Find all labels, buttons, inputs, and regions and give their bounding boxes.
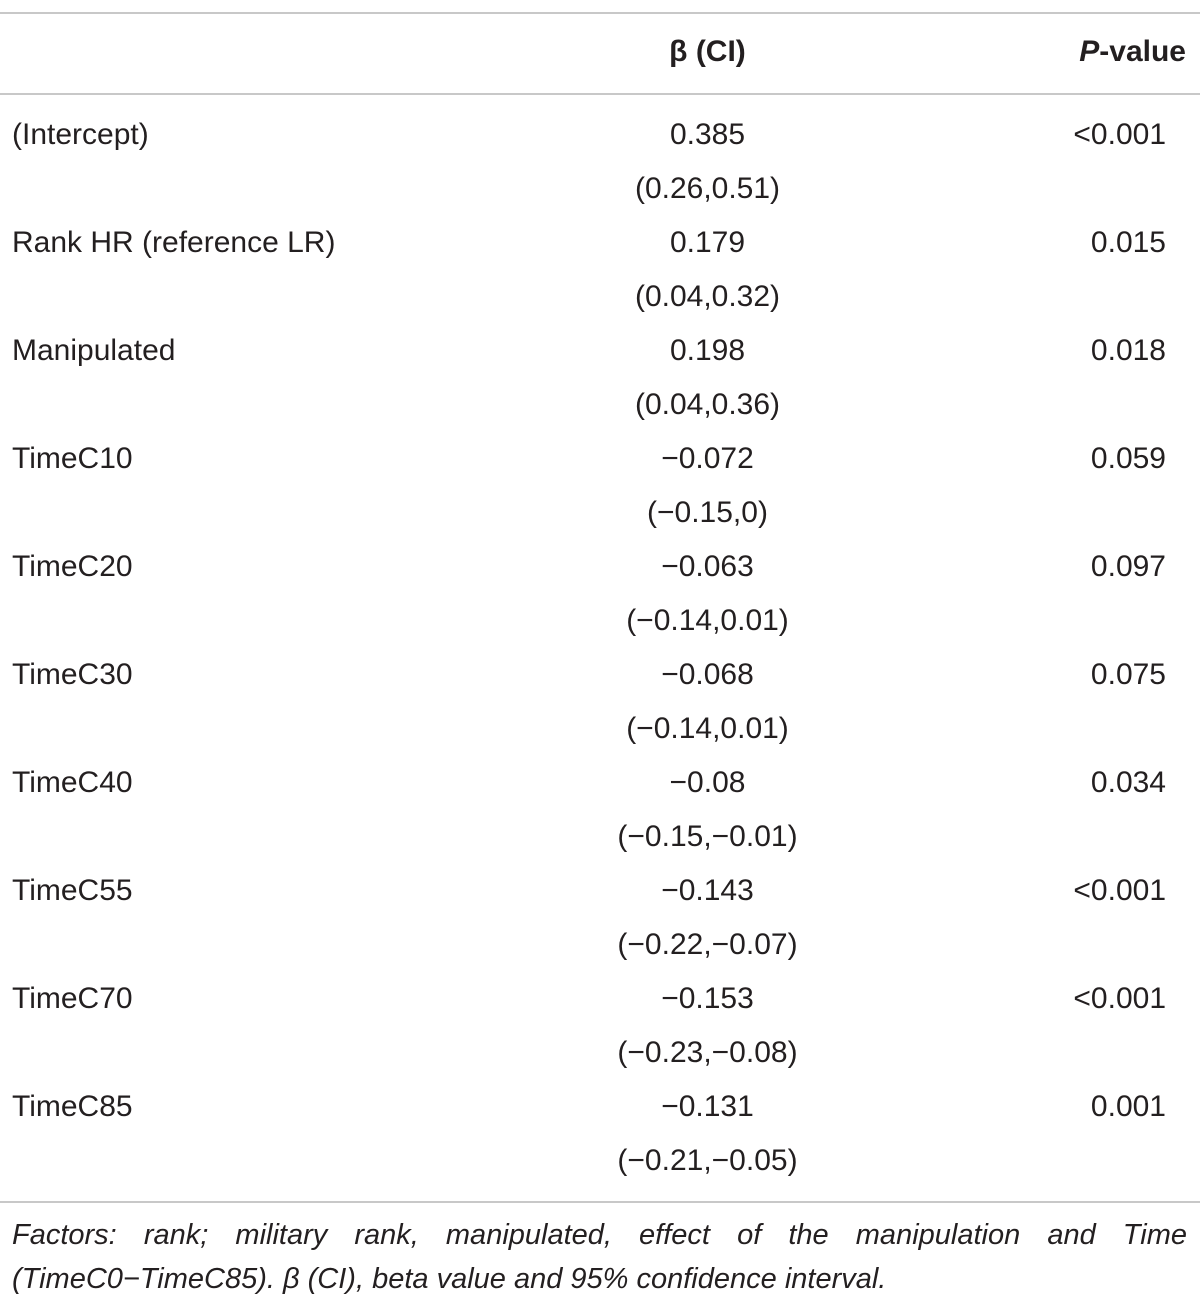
ci-cell: (−0.23,−0.08) <box>617 1036 798 1069</box>
table-row: Manipulated 0.198 (0.04,0.36) 0.018 <box>0 324 1200 432</box>
beta-cell: 0.198 <box>669 334 746 367</box>
ci-cell: (−0.22,−0.07) <box>617 928 798 961</box>
beta-cell: −0.068 <box>661 658 754 691</box>
table-row: TimeC55 −0.143 (−0.22,−0.07) <0.001 <box>0 864 1200 972</box>
table-row: Rank HR (reference LR) 0.179 (0.04,0.32)… <box>0 216 1200 324</box>
factor-cell: TimeC70 <box>12 982 133 1015</box>
factor-cell: TimeC55 <box>12 874 133 907</box>
table-row: TimeC10 −0.072 (−0.15,0) 0.059 <box>0 432 1200 540</box>
p-value-cell: 0.001 <box>1090 1090 1166 1123</box>
p-value-cell: 0.097 <box>1090 550 1166 583</box>
ci-cell: (0.26,0.51) <box>634 172 781 205</box>
table-row: TimeC70 −0.153 (−0.23,−0.08) <0.001 <box>0 972 1200 1080</box>
factor-cell: Rank HR (reference LR) <box>12 226 336 259</box>
beta-cell: −0.153 <box>661 982 754 1015</box>
table-row: (Intercept) 0.385 (0.26,0.51) <0.001 <box>0 108 1200 216</box>
column-header-p-value: P-value <box>966 30 1186 74</box>
p-value-cell: <0.001 <box>1073 874 1166 907</box>
factor-cell: TimeC20 <box>12 550 133 583</box>
table-header-rule <box>0 93 1200 95</box>
beta-cell: −0.131 <box>661 1090 754 1123</box>
column-header-p-italic: P <box>1079 35 1100 68</box>
ci-cell: (−0.14,0.01) <box>626 712 789 745</box>
table-row: TimeC30 −0.068 (−0.14,0.01) 0.075 <box>0 648 1200 756</box>
table-footnote: Factors: rank; military rank, manipulate… <box>12 1219 1187 1295</box>
ci-cell: (−0.14,0.01) <box>626 604 789 637</box>
beta-cell: 0.385 <box>669 118 746 151</box>
beta-cell: −0.072 <box>661 442 754 475</box>
factor-cell: Manipulated <box>12 334 176 367</box>
p-value-cell: 0.015 <box>1090 226 1166 259</box>
ci-cell: (−0.21,−0.05) <box>617 1144 798 1177</box>
ci-cell: (−0.15,0) <box>647 496 768 529</box>
ci-cell: (0.04,0.36) <box>634 388 781 421</box>
p-value-cell: <0.001 <box>1073 118 1166 151</box>
beta-cell: 0.179 <box>669 226 746 259</box>
p-value-cell: <0.001 <box>1073 982 1166 1015</box>
ci-cell: (0.04,0.32) <box>634 280 781 313</box>
p-value-cell: 0.059 <box>1090 442 1166 475</box>
table-row: TimeC40 −0.08 (−0.15,−0.01) 0.034 <box>0 756 1200 864</box>
table-row: TimeC85 −0.131 (−0.21,−0.05) 0.001 <box>0 1080 1200 1188</box>
ci-cell: (−0.15,−0.01) <box>617 820 798 853</box>
table-top-rule <box>0 12 1200 14</box>
beta-cell: −0.063 <box>661 550 754 583</box>
table-bottom-rule <box>0 1201 1200 1203</box>
beta-cell: −0.143 <box>661 874 754 907</box>
factor-cell: TimeC10 <box>12 442 133 475</box>
factor-cell: TimeC40 <box>12 766 133 799</box>
p-value-cell: 0.034 <box>1090 766 1166 799</box>
p-value-cell: 0.075 <box>1090 658 1166 691</box>
column-header-p-rest: -value <box>1099 35 1186 68</box>
beta-cell: −0.08 <box>669 766 746 799</box>
factor-cell: TimeC85 <box>12 1090 133 1123</box>
table-row: TimeC20 −0.063 (−0.14,0.01) 0.097 <box>0 540 1200 648</box>
table-body: (Intercept) 0.385 (0.26,0.51) <0.001 Ran… <box>0 108 1200 1188</box>
factor-cell: (Intercept) <box>12 118 149 151</box>
column-header-beta-ci: β (CI) <box>669 35 746 68</box>
factor-cell: TimeC30 <box>12 658 133 691</box>
p-value-cell: 0.018 <box>1090 334 1166 367</box>
